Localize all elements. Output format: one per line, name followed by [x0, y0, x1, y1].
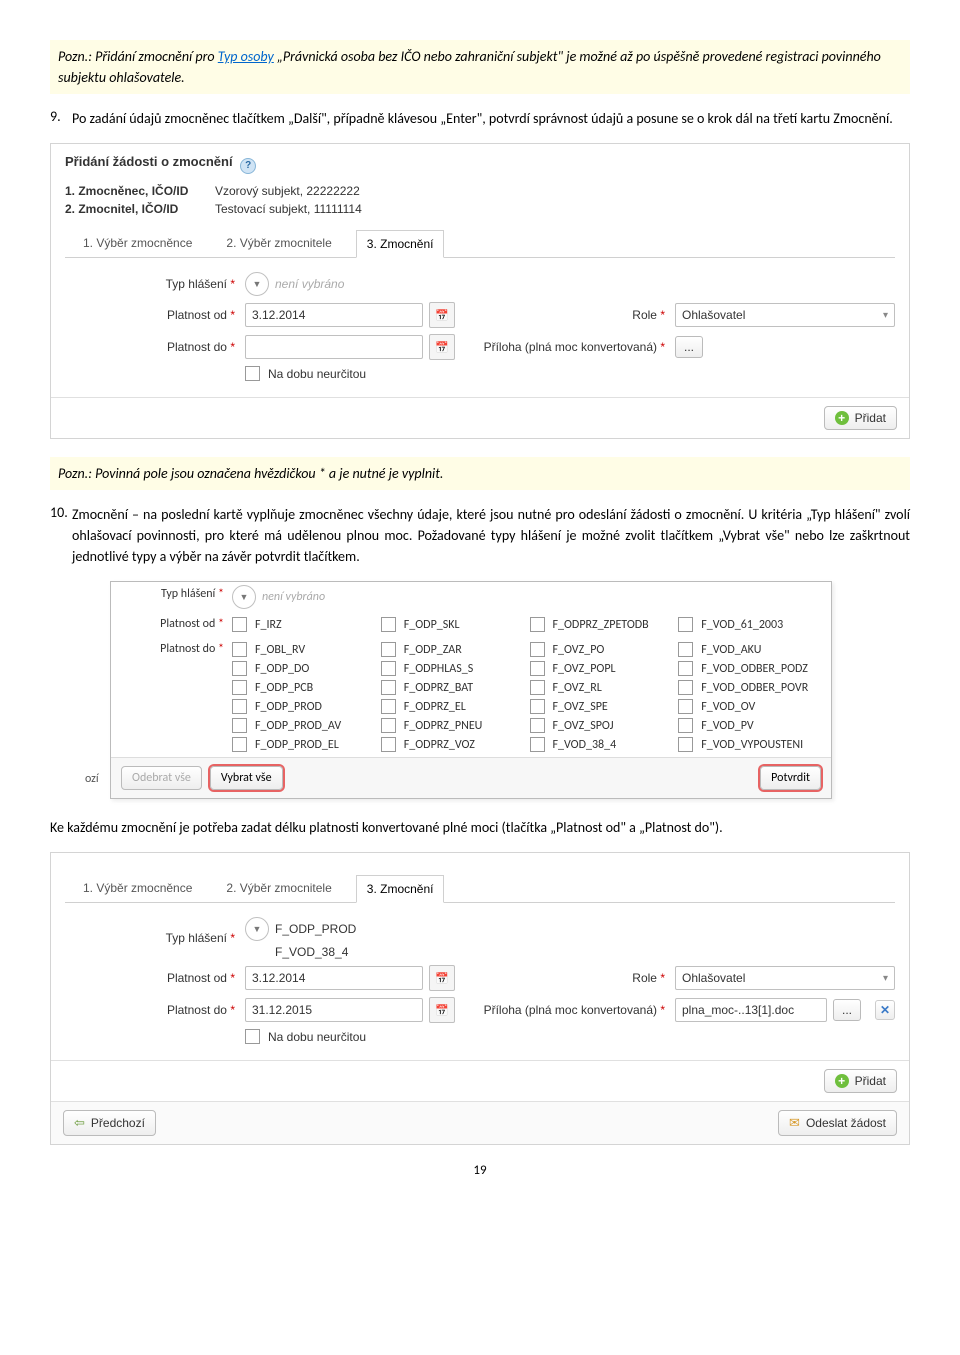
attachment-remove-button[interactable]: ✕ — [875, 1000, 895, 1020]
type-checkbox[interactable]: F_OVZ_RL — [530, 680, 675, 695]
predchozi-button[interactable]: Předchozí — [63, 1110, 156, 1136]
type-checkbox[interactable]: F_ODPRZ_BAT — [381, 680, 526, 695]
potvrdit-button[interactable]: Potvrdit — [760, 766, 821, 790]
calendar-icon[interactable]: 📅 — [429, 965, 455, 991]
para9-text: Po zadání údajů zmocněnec tlačítkem „Dal… — [72, 108, 910, 129]
tab-zmocneni[interactable]: 3. Zmocnění — [356, 875, 445, 903]
note-box-1: Pozn.: Přidání zmocnění pro Typ osoby „P… — [50, 40, 910, 94]
vybrat-vse-button[interactable]: Vybrat vše — [210, 766, 283, 790]
type-dropdown-icon[interactable]: ▼ — [232, 585, 256, 609]
pridat-button[interactable]: Přidat — [824, 406, 897, 430]
type-checkbox[interactable]: F_VOD_ODBER_POVR — [678, 680, 823, 695]
type-checkbox[interactable]: F_ODP_PROD_EL — [232, 737, 377, 752]
neurcitou-checkbox[interactable]: Na dobu neurčitou — [245, 366, 455, 381]
type-value-1: F_ODP_PROD — [275, 922, 356, 936]
neurcitou-checkbox[interactable]: Na dobu neurčitou — [245, 1029, 455, 1044]
note-box-2: Pozn.: Povinná pole jsou označena hvězdi… — [50, 457, 910, 490]
type-checkbox[interactable]: F_VOD_ODBER_PODZ — [678, 661, 823, 676]
page-number: 19 — [50, 1163, 910, 1178]
cropped-text: ozí — [85, 772, 99, 786]
note1-link: Typ osoby — [218, 48, 274, 65]
note1-prefix: Pozn.: Přidání zmocnění pro — [58, 48, 218, 65]
role-dropdown[interactable]: Ohlašovatel — [675, 303, 895, 327]
type-value: není vybráno — [275, 277, 344, 291]
para-after-popup: Ke každému zmocnění je potřeba zadat dél… — [50, 817, 910, 838]
type-checkbox[interactable]: F_ODP_PROD — [232, 699, 377, 714]
screenshot-add-proxy-1: Přidání žádosti o zmocnění ? 1. Zmocněne… — [50, 143, 910, 439]
help-icon[interactable]: ? — [240, 158, 256, 174]
type-checkbox[interactable]: F_OVZ_SPOJ — [530, 718, 675, 733]
tab-zmocnitele[interactable]: 2. Výběr zmocnitele — [216, 230, 341, 257]
ss1-tabs: 1. Výběr zmocněnce 2. Výběr zmocnitele 3… — [65, 230, 895, 258]
ss1-row1: 1. Zmocněnec, IČO/ID Vzorový subjekt, 22… — [65, 182, 895, 200]
para10-num: 10. — [50, 504, 72, 567]
calendar-icon[interactable]: 📅 — [429, 997, 455, 1023]
ss2-tabs: 1. Výběr zmocněnce 2. Výběr zmocnitele 3… — [65, 875, 895, 903]
type-checkbox[interactable]: F_ODP_SKL — [381, 617, 526, 632]
attachment-file: plna_moc-..13[1].doc — [675, 998, 827, 1022]
type-checkbox[interactable]: F_VOD_61_2003 — [678, 617, 823, 632]
type-checkbox[interactable]: F_ODP_DO — [232, 661, 377, 676]
type-checkbox[interactable]: F_ODPRZ_ZPETODB — [530, 617, 675, 632]
platnost-od-input[interactable]: 3.12.2014 — [245, 966, 423, 990]
attachment-browse-button[interactable]: ... — [833, 999, 861, 1021]
calendar-icon[interactable]: 📅 — [429, 302, 455, 328]
type-checkbox[interactable]: F_VOD_VYPOUSTENI — [678, 737, 823, 752]
pridat-button[interactable]: Přidat — [824, 1069, 897, 1093]
tab-zmocnence[interactable]: 1. Výběr zmocněnce — [73, 875, 202, 902]
calendar-icon[interactable]: 📅 — [429, 334, 455, 360]
type-checkbox[interactable]: F_ODP_PROD_AV — [232, 718, 377, 733]
paragraph-10: 10. Zmocnění – na poslední kartě vyplňuj… — [50, 504, 910, 567]
attachment-browse-button[interactable]: ... — [675, 336, 703, 358]
tab-zmocneni[interactable]: 3. Zmocnění — [356, 230, 445, 258]
screenshot-add-proxy-2: 1. Výběr zmocněnce 2. Výběr zmocnitele 3… — [50, 852, 910, 1145]
type-checkbox[interactable]: F_OVZ_POPL — [530, 661, 675, 676]
platnost-do-input[interactable] — [245, 335, 423, 359]
type-value-2: F_VOD_38_4 — [275, 945, 348, 959]
paragraph-9: 9. Po zadání údajů zmocněnec tlačítkem „… — [50, 108, 910, 129]
type-checkbox[interactable]: F_ODP_PCB — [232, 680, 377, 695]
para9-num: 9. — [50, 108, 72, 129]
type-checkbox[interactable]: F_IRZ — [232, 617, 377, 632]
platnost-do-input[interactable]: 31.12.2015 — [245, 998, 423, 1022]
type-checkbox[interactable]: F_ODPRZ_PNEU — [381, 718, 526, 733]
type-checkbox[interactable]: F_ODPHLAS_S — [381, 661, 526, 676]
odeslat-zadost-button[interactable]: Odeslat žádost — [778, 1110, 897, 1136]
type-checkbox[interactable]: F_ODP_ZAR — [381, 642, 526, 657]
odebrat-vse-button[interactable]: Odebrat vše — [121, 766, 202, 790]
type-dropdown-icon[interactable]: ▼ — [245, 272, 269, 296]
type-checkbox[interactable]: F_VOD_AKU — [678, 642, 823, 657]
type-checkbox[interactable]: F_ODPRZ_VOZ — [381, 737, 526, 752]
platnost-od-input[interactable]: 3.12.2014 — [245, 303, 423, 327]
type-dropdown-icon[interactable]: ▼ — [245, 917, 269, 941]
tab-zmocnence[interactable]: 1. Výběr zmocněnce — [73, 230, 202, 257]
type-checkbox[interactable]: F_VOD_OV — [678, 699, 823, 714]
ss1-row2: 2. Zmocnitel, IČO/ID Testovací subjekt, … — [65, 200, 895, 218]
type-checkbox[interactable]: F_VOD_38_4 — [530, 737, 675, 752]
type-selection-popup: Typ hlášení * ▼ není vybráno Platnost od… — [110, 581, 832, 799]
ss1-form: Typ hlášení * ▼ není vybráno Platnost od… — [65, 268, 895, 389]
role-dropdown[interactable]: Ohlašovatel — [675, 966, 895, 990]
para10-text: Zmocnění – na poslední kartě vyplňuje zm… — [72, 504, 910, 567]
type-checkbox[interactable]: F_OVZ_PO — [530, 642, 675, 657]
type-checkbox[interactable]: F_VOD_PV — [678, 718, 823, 733]
type-checkbox[interactable]: F_OVZ_SPE — [530, 699, 675, 714]
type-checkbox[interactable]: F_ODPRZ_EL — [381, 699, 526, 714]
tab-zmocnitele[interactable]: 2. Výběr zmocnitele — [216, 875, 341, 902]
ss1-title: Přidání žádosti o zmocnění ? — [65, 154, 895, 174]
type-checkbox[interactable]: F_OBL_RV — [232, 642, 377, 657]
ss2-form: Typ hlášení * ▼ F_ODP_PROD F_VOD_38_4 Pl… — [65, 913, 895, 1052]
